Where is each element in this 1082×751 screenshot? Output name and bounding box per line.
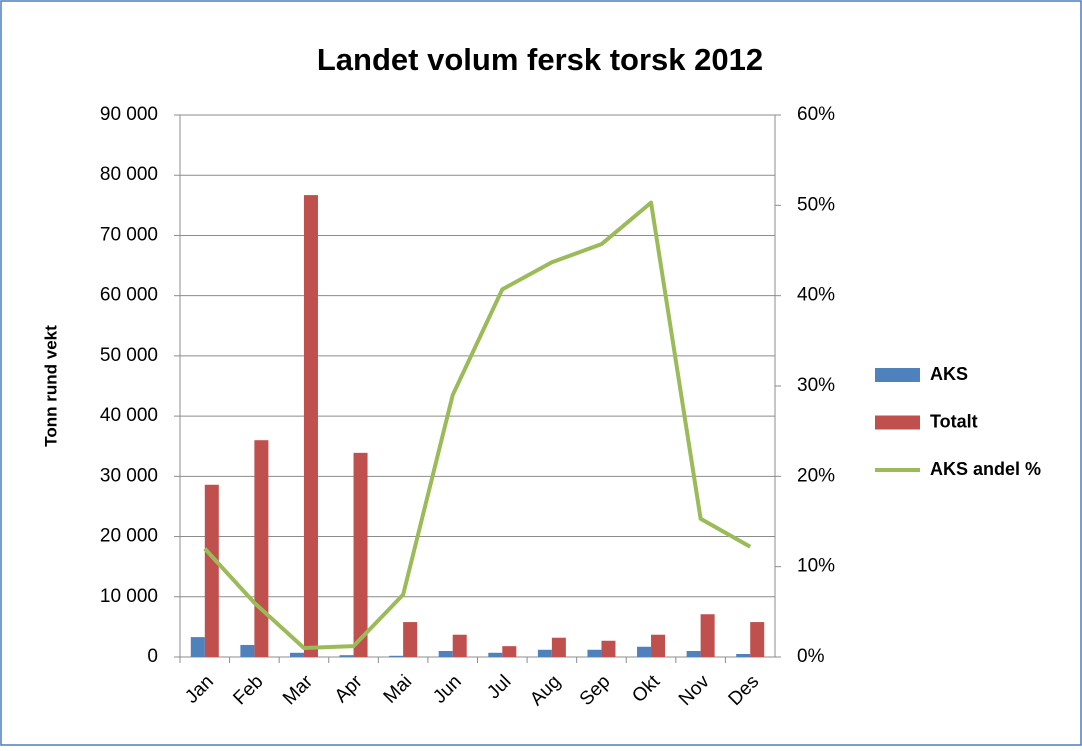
bar [353,452,368,657]
y2-tick-label: 50% [797,194,835,215]
y-tick-label: 90 000 [100,104,158,125]
y2-tick-label: 30% [797,375,835,396]
bar [289,652,304,657]
y2-tick-label: 60% [797,104,835,125]
y-axis-label: Tonn rund vekt [41,325,60,447]
y-tick-label: 40 000 [100,405,158,426]
bar [488,652,503,657]
bar [637,646,652,657]
bar [686,650,701,657]
bar [254,440,269,657]
bar [700,614,715,657]
bar [551,637,566,657]
legend-swatch [875,415,920,430]
y2-tick-label: 20% [797,465,835,486]
bar [651,634,666,657]
bar [750,622,765,657]
bar [190,637,205,657]
bar [537,649,552,657]
line [203,200,752,650]
bar [438,650,453,657]
bar [736,653,751,657]
chart-title: Landet volum fersk torsk 2012 [317,42,763,77]
legend-label: Totalt [930,411,978,431]
y2-tick-label: 40% [797,285,835,306]
y-tick-label: 30 000 [100,465,158,486]
y2-tick-label: 0% [797,646,825,667]
bar [240,644,255,657]
bar [339,655,354,657]
y-tick-label: 20 000 [100,526,158,547]
bar [389,655,404,657]
bar [204,484,219,657]
bar [601,640,616,657]
y-tick-label: 10 000 [100,586,158,607]
y-tick-label: 60 000 [100,285,158,306]
legend-swatch [875,368,920,382]
bar [452,634,467,657]
bar [502,646,517,657]
y2-tick-label: 10% [797,556,835,577]
bar [403,622,418,657]
bar [587,649,602,657]
legend-label: AKS [930,364,968,384]
legend-label: AKS andel % [930,459,1041,479]
bar [303,195,318,657]
y-tick-label: 0 [147,646,158,667]
y-tick-label: 70 000 [100,224,158,245]
y-tick-label: 50 000 [100,345,158,366]
y-tick-label: 80 000 [100,164,158,185]
